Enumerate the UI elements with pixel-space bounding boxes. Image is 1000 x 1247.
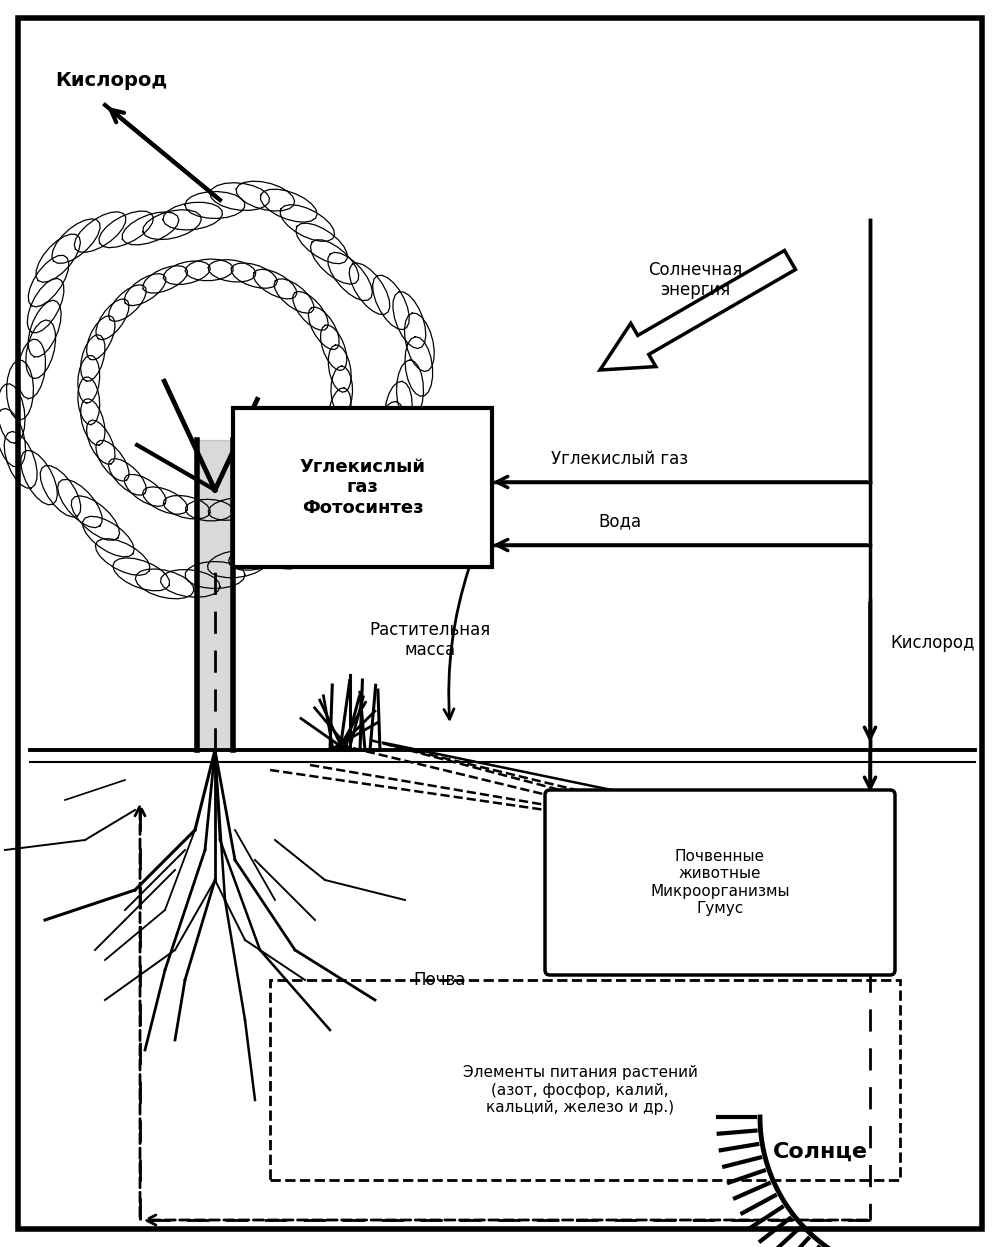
Text: Почвенные
животные
Микроорганизмы
Гумус: Почвенные животные Микроорганизмы Гумус — [650, 849, 790, 917]
Text: Углекислый газ: Углекислый газ — [551, 450, 689, 468]
Text: Углекислый
газ
Фотосинтез: Углекислый газ Фотосинтез — [300, 458, 426, 518]
FancyArrowPatch shape — [250, 413, 362, 545]
Text: Почва: Почва — [414, 971, 466, 989]
FancyBboxPatch shape — [18, 17, 982, 1230]
Text: Солнечная
энергия: Солнечная энергия — [648, 261, 742, 299]
Text: Кислород: Кислород — [55, 71, 167, 90]
Text: Кислород: Кислород — [890, 633, 974, 651]
FancyBboxPatch shape — [233, 408, 492, 567]
Text: Вода: Вода — [598, 513, 642, 530]
Text: Растительная
масса: Растительная масса — [369, 621, 491, 660]
FancyBboxPatch shape — [545, 791, 895, 975]
Text: Элементы питания растений
(азот, фосфор, калий,
кальций, железо и др.): Элементы питания растений (азот, фосфор,… — [463, 1065, 697, 1115]
FancyArrowPatch shape — [444, 567, 469, 720]
Text: Солнце: Солнце — [772, 1142, 868, 1162]
